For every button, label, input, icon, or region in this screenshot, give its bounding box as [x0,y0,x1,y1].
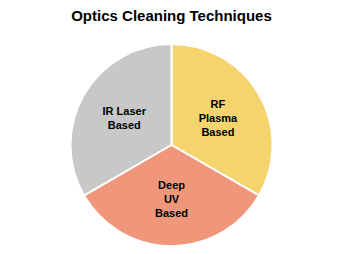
svg-text:Optics Cleaning Techniques: Optics Cleaning Techniques [71,7,272,24]
svg-text:RFPlasmaBased: RFPlasmaBased [199,98,238,139]
svg-text:IR LaserBased: IR LaserBased [103,105,147,131]
svg-text:DeepUVBased: DeepUVBased [155,179,188,220]
